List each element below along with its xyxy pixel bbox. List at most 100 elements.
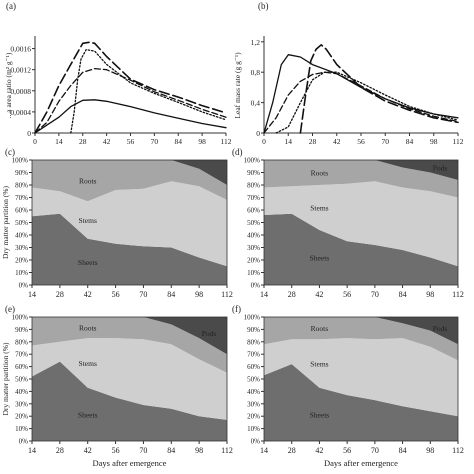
y-tick-label-f: 30% <box>247 400 260 408</box>
series-label-c-sheets: Sheets <box>78 258 98 267</box>
y-tick-label-f: 70% <box>247 351 260 359</box>
y-tick-label-d: 40% <box>247 232 260 240</box>
y-tick-label-e: 90% <box>15 326 28 334</box>
y-tick-label-d: 20% <box>247 257 260 265</box>
x-tick-label-d: 14 <box>260 290 268 299</box>
series-label-e-stems: Stems <box>79 359 97 368</box>
panel-label-a: (a) <box>6 1 16 11</box>
y-tick-label-f: 0% <box>251 438 261 446</box>
x-tick-label-f: 42 <box>315 446 323 455</box>
x-tick-label-d: 56 <box>343 290 351 299</box>
y-tick-label-d: 90% <box>247 169 260 177</box>
y-tick-label-f: 90% <box>247 326 260 334</box>
x-tick-label-c: 112 <box>221 290 233 299</box>
y-tick-label-a: 0,0004 <box>10 108 31 117</box>
series-label-d-roots: Roots <box>311 169 329 178</box>
y-tick-label-b: 0,8 <box>251 68 261 77</box>
x-tick-label-f: 14 <box>260 446 268 455</box>
x-tick-label-a: 56 <box>127 137 135 146</box>
x-tick-label-d: 84 <box>399 290 407 299</box>
x-tick-label-c: 56 <box>112 290 120 299</box>
y-tick-label-e: 70% <box>15 351 28 359</box>
series-line-a-longdash <box>34 41 227 134</box>
x-tick-label-a: 70 <box>151 137 159 146</box>
x-tick-label-a: 112 <box>221 137 232 146</box>
x-tick-label-d: 70 <box>371 290 379 299</box>
y-tick-label-d: 80% <box>247 182 260 190</box>
series-line-b-longdash <box>299 43 459 134</box>
x-tick-label-b: 98 <box>430 137 438 146</box>
y-tick-label-e: 100% <box>12 314 29 322</box>
series-label-f-roots: Roots <box>311 324 329 333</box>
area-e-sheets <box>32 361 227 441</box>
x-tick-label-f: 112 <box>452 446 464 455</box>
y-tick-label-e: 20% <box>15 413 28 421</box>
x-tick-label-d: 98 <box>426 290 434 299</box>
x-tick-label-d: 42 <box>315 290 323 299</box>
x-tick-label-b: 42 <box>333 137 341 146</box>
x-tick-label-b: 0 <box>262 137 266 146</box>
x-tick-label-a: 14 <box>55 137 63 146</box>
x-tick-label-c: 28 <box>56 290 64 299</box>
x-tick-label-d: 28 <box>288 290 296 299</box>
series-label-e-pods: Pods <box>202 329 217 338</box>
y-tick-label-d: 100% <box>244 157 261 165</box>
series-label-d-pods: Pods <box>433 164 448 173</box>
series-label-f-stems: Stems <box>310 360 328 369</box>
panel-label-f: (f) <box>232 304 241 314</box>
y-tick-label-a: 0,0008 <box>10 87 31 96</box>
x-tick-label-f: 84 <box>399 446 407 455</box>
y-tick-label-f: 20% <box>247 413 260 421</box>
y-tick-label-c: 20% <box>15 257 28 265</box>
area-c-pods <box>32 160 227 185</box>
area-f-stems <box>264 338 458 417</box>
x-tick-label-a: 28 <box>79 137 87 146</box>
series-label-f-pods: Pods <box>433 324 448 333</box>
y-tick-label-c: 10% <box>15 269 28 277</box>
x-tick-label-f: 98 <box>426 446 434 455</box>
y-tick-label-c: 90% <box>15 169 28 177</box>
y-tick-label-f: 50% <box>247 376 260 384</box>
panel-d: (d) 0% 10% 20% 30% 40% 50% 60% 70% 80% 90% 100% 14 28… <box>232 147 464 299</box>
x-tick-label-b: 14 <box>285 137 293 146</box>
area-f-roots <box>264 317 458 361</box>
x-tick-label-b: 84 <box>406 137 414 146</box>
y-tick-label-e: 60% <box>15 363 28 371</box>
y-tick-label-c: 60% <box>15 207 28 215</box>
y-axis-label-b: Leaf mass rate (g g⁻¹) <box>233 52 242 119</box>
series-line-a-solid <box>34 99 227 134</box>
area-d-sheets <box>264 213 458 285</box>
y-tick-label-c: 0% <box>19 282 29 290</box>
area-d-stems <box>264 181 458 267</box>
y-tick-label-f: 60% <box>247 363 260 371</box>
x-tick-label-a: 98 <box>198 137 206 146</box>
x-tick-label-b: 56 <box>357 137 365 146</box>
area-e-pods <box>32 317 227 355</box>
y-tick-label-a: 0,0012 <box>10 66 31 75</box>
series-label-e-roots: Roots <box>79 324 97 333</box>
y-tick-label-e: 50% <box>15 376 28 384</box>
x-tick-label-c: 14 <box>28 290 36 299</box>
series-line-b-dotted <box>275 71 459 134</box>
x-tick-label-a: 84 <box>175 137 183 146</box>
x-tick-label-a: 42 <box>103 137 111 146</box>
y-axis-label-e: Dry matter partition (%) <box>1 342 10 416</box>
y-tick-label-b: 0,4 <box>251 99 261 108</box>
area-c-roots <box>32 160 227 202</box>
y-tick-label-c: 40% <box>15 232 28 240</box>
y-tick-label-a: 0,0016 <box>10 45 31 54</box>
x-tick-label-f: 28 <box>288 446 296 455</box>
series-line-b-solid <box>263 54 459 134</box>
x-tick-label-e: 42 <box>84 446 92 455</box>
y-tick-label-f: 80% <box>247 338 260 346</box>
y-axis-label-a: ...a area ratio (m² g⁻¹) <box>4 52 13 118</box>
panel-e: (e) 0% 10% 20% 30% 40% 50% 60% 70% 80% 90% 100% 14 28… <box>1 304 233 468</box>
y-tick-label-b: 1,2 <box>251 38 261 47</box>
x-tick-label-f: 70 <box>371 446 379 455</box>
area-c-sheets <box>32 213 227 285</box>
area-e-roots <box>32 317 227 373</box>
area-f-sheets <box>264 364 458 441</box>
y-tick-label-d: 70% <box>247 194 260 202</box>
y-tick-label-c: 80% <box>15 182 28 190</box>
y-tick-label-b: 0 <box>256 129 260 138</box>
